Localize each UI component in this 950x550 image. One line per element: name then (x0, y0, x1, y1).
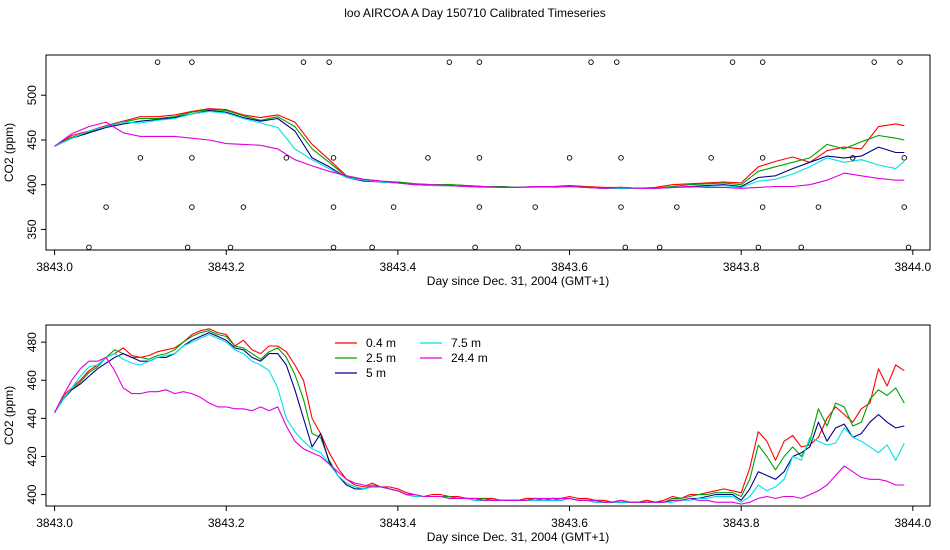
data-marker (154, 59, 161, 65)
y-tick-label: 350 (25, 219, 39, 239)
data-marker (729, 59, 736, 65)
x-tick-label: 3843.0 (36, 516, 73, 530)
series-line-2 (54, 109, 905, 189)
data-marker (137, 155, 144, 161)
y-tick-label: 450 (25, 130, 39, 150)
series-line-0 (54, 108, 905, 189)
chart-title: loo AIRCOA A Day 150710 Calibrated Times… (344, 6, 606, 20)
data-marker (369, 244, 375, 251)
data-marker (515, 244, 521, 251)
series-line-7-5-m (54, 333, 905, 503)
data-marker (897, 59, 903, 65)
top-panel: 3843.0 3843.2 3843.4 3843.6 3843.8 3844.0 350 4… (2, 54, 932, 288)
data-marker (759, 59, 766, 65)
x-tick-label: 3843.6 (551, 516, 588, 530)
y-tick-label: 480 (25, 332, 39, 352)
x-tick-label: 3843.6 (551, 260, 588, 274)
y-tick-label: 420 (25, 446, 39, 466)
data-marker (472, 244, 478, 251)
data-marker (390, 204, 397, 210)
data-marker (613, 59, 620, 65)
data-marker (330, 244, 337, 251)
data-marker (330, 204, 337, 210)
data-marker (755, 244, 762, 251)
data-marker (674, 204, 680, 210)
data-marker (189, 204, 195, 210)
data-marker (798, 244, 805, 251)
data-marker (103, 204, 109, 210)
y-tick-label: 440 (25, 408, 39, 428)
data-marker (759, 155, 766, 161)
x-tick-label: 3843.4 (380, 260, 417, 274)
x-tick-label: 3843.0 (36, 260, 73, 274)
y-axis-label: CO2 (ppm) (2, 386, 16, 445)
data-marker (283, 155, 290, 161)
x-tick-label: 3844.0 (894, 260, 931, 274)
x-tick-label: 3843.8 (723, 260, 760, 274)
data-marker (759, 204, 766, 210)
legend-label: 2.5 m (366, 351, 396, 365)
data-marker (901, 204, 908, 210)
legend-label: 0.4 m (366, 336, 396, 350)
series-line-4 (54, 121, 905, 189)
legend-label: 5 m (366, 366, 386, 380)
data-marker (566, 155, 573, 161)
data-marker (476, 59, 483, 65)
data-marker (189, 59, 195, 65)
data-marker (86, 244, 92, 251)
data-marker (871, 59, 877, 65)
x-tick-label: 3843.8 (723, 516, 760, 530)
legend-label: 24.4 m (451, 351, 488, 365)
series-line-0-4-m (54, 328, 905, 503)
series-line-3 (54, 110, 905, 189)
data-marker (326, 59, 332, 65)
x-tick-label: 3843.2 (208, 260, 245, 274)
data-marker (618, 155, 624, 161)
legend-label: 7.5 m (451, 336, 481, 350)
data-marker (330, 155, 337, 161)
data-marker (656, 244, 663, 251)
data-marker (905, 244, 912, 251)
data-marker (588, 59, 594, 65)
data-marker (476, 155, 483, 161)
data-marker (532, 204, 538, 210)
x-tick-label: 3843.4 (380, 516, 417, 530)
data-marker (425, 155, 431, 161)
y-tick-label: 400 (25, 484, 39, 504)
x-axis-label: Day since Dec. 31, 2004 (GMT+1) (427, 530, 609, 544)
y-tick-label: 400 (25, 174, 39, 194)
data-marker (184, 244, 191, 251)
data-marker (446, 59, 453, 65)
y-axis-label: CO2 (ppm) (2, 123, 16, 182)
y-tick-label: 460 (25, 370, 39, 390)
bottom-panel: 3843.0 3843.2 3843.4 3843.6 3843.8 3844.0 400 4… (2, 324, 932, 544)
data-marker (815, 204, 822, 210)
data-marker (850, 155, 856, 161)
data-marker (708, 155, 714, 161)
data-marker (622, 244, 629, 251)
y-tick-label: 500 (25, 85, 39, 105)
x-axis-label: Day since Dec. 31, 2004 (GMT+1) (427, 274, 609, 288)
x-tick-label: 3843.2 (208, 516, 245, 530)
data-marker (901, 155, 908, 161)
data-marker (227, 244, 234, 251)
data-marker (476, 204, 483, 210)
data-marker (300, 59, 307, 65)
data-marker (240, 204, 247, 210)
plot-frame (45, 54, 931, 251)
plot-frame (45, 324, 931, 507)
data-marker (189, 155, 195, 161)
x-tick-label: 3844.0 (894, 516, 931, 530)
data-marker (618, 204, 624, 210)
series-line-24-4-m (54, 356, 905, 505)
series-line-1 (54, 109, 905, 189)
